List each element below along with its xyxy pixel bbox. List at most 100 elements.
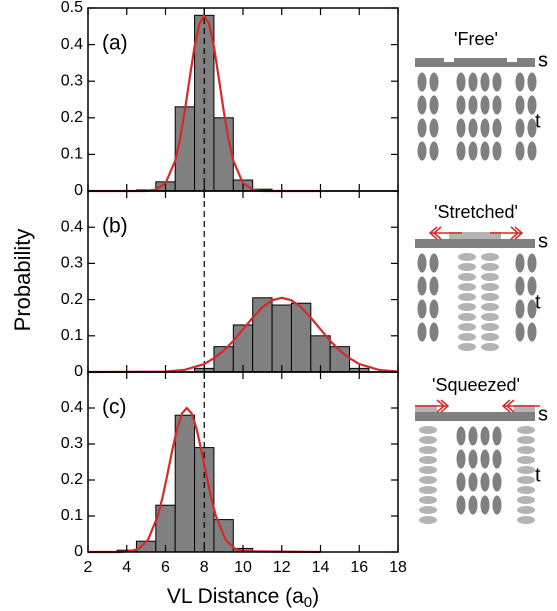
molecule	[456, 426, 466, 446]
molecule	[417, 322, 427, 342]
histogram-bar	[252, 297, 273, 373]
molecule	[429, 276, 439, 296]
y-tick-label: 0	[74, 543, 83, 560]
substrate-top	[514, 405, 535, 412]
layer-label: t	[535, 291, 541, 313]
fit-curve	[87, 296, 399, 374]
molecule	[456, 72, 466, 92]
strain-arrow-head	[510, 226, 524, 240]
x-tick-label: 2	[84, 559, 93, 576]
x-axis-label-subscript: 0	[304, 594, 312, 611]
substrate	[415, 412, 535, 421]
molecule	[468, 72, 478, 92]
molecule	[481, 333, 499, 341]
molecule	[492, 426, 502, 446]
y-tick-label: 0.3	[61, 255, 83, 272]
substrate-gap	[444, 58, 454, 62]
molecule	[481, 343, 499, 351]
molecule	[429, 118, 439, 138]
panel-label: (b)	[102, 215, 128, 238]
molecule	[468, 472, 478, 492]
molecule	[481, 303, 499, 311]
molecule	[419, 476, 437, 484]
molecule	[517, 496, 535, 504]
molecule	[458, 263, 476, 271]
molecule	[515, 141, 525, 161]
x-tick-label: 14	[312, 559, 330, 576]
x-tick-label: 16	[350, 559, 368, 576]
molecule	[458, 343, 476, 351]
y-tick-label: 0.4	[61, 36, 83, 53]
molecule	[419, 426, 437, 434]
molecule	[517, 456, 535, 464]
substrate-label: s	[538, 49, 548, 71]
molecule	[480, 472, 490, 492]
molecule	[417, 141, 427, 161]
x-tick-label: 10	[234, 559, 252, 576]
x-tick-label: 4	[122, 559, 131, 576]
molecule	[515, 299, 525, 319]
molecule	[492, 495, 502, 515]
panel-label: (c)	[102, 396, 127, 419]
molecule	[480, 426, 490, 446]
molecule	[417, 118, 427, 138]
molecule	[429, 322, 439, 342]
molecule	[527, 276, 537, 296]
molecule	[517, 426, 535, 434]
molecule	[458, 253, 476, 261]
molecule	[517, 476, 535, 484]
plot-frame	[87, 371, 399, 553]
molecule	[481, 293, 499, 301]
molecule	[515, 95, 525, 115]
molecule	[419, 516, 437, 524]
y-tick-label: 0.2	[61, 109, 83, 126]
y-tick-label: 0.5	[61, 0, 83, 16]
strain-arrow-head	[428, 226, 442, 240]
layer-label: t	[535, 110, 541, 132]
x-tick-label: 8	[200, 559, 209, 576]
molecule	[480, 72, 490, 92]
molecule	[429, 95, 439, 115]
molecule	[458, 303, 476, 311]
molecule	[480, 449, 490, 469]
molecule	[419, 446, 437, 454]
molecule	[429, 253, 439, 273]
histogram-bar	[271, 304, 292, 373]
molecule	[429, 141, 439, 161]
molecule	[492, 449, 502, 469]
molecule	[429, 299, 439, 319]
diagram-title: 'Free'	[454, 29, 498, 49]
molecule	[456, 472, 466, 492]
molecule	[517, 466, 535, 474]
molecule	[456, 141, 466, 161]
molecule	[419, 456, 437, 464]
histogram-bar	[232, 324, 254, 373]
molecule	[419, 466, 437, 474]
substrate	[415, 239, 535, 248]
y-tick-label: 0.4	[61, 399, 83, 416]
strain-arrow-head	[436, 399, 450, 413]
y-tick-label: 0.3	[61, 435, 83, 452]
molecule	[492, 118, 502, 138]
substrate-gap	[507, 58, 517, 62]
molecule	[458, 313, 476, 321]
molecule	[468, 495, 478, 515]
molecule	[527, 322, 537, 342]
panel-label: (a)	[102, 32, 128, 55]
molecule	[429, 72, 439, 92]
molecule	[515, 276, 525, 296]
molecule	[456, 495, 466, 515]
molecule	[458, 273, 476, 281]
molecule	[468, 95, 478, 115]
molecule	[527, 141, 537, 161]
molecule	[419, 486, 437, 494]
molecule	[480, 141, 490, 161]
y-tick-label: 0	[74, 182, 83, 199]
molecule	[527, 253, 537, 273]
substrate-top	[449, 232, 501, 239]
molecule	[527, 118, 537, 138]
y-tick-label: 0.2	[61, 291, 83, 308]
fit-curve	[88, 406, 321, 554]
molecule	[417, 276, 427, 296]
substrate	[415, 58, 535, 67]
